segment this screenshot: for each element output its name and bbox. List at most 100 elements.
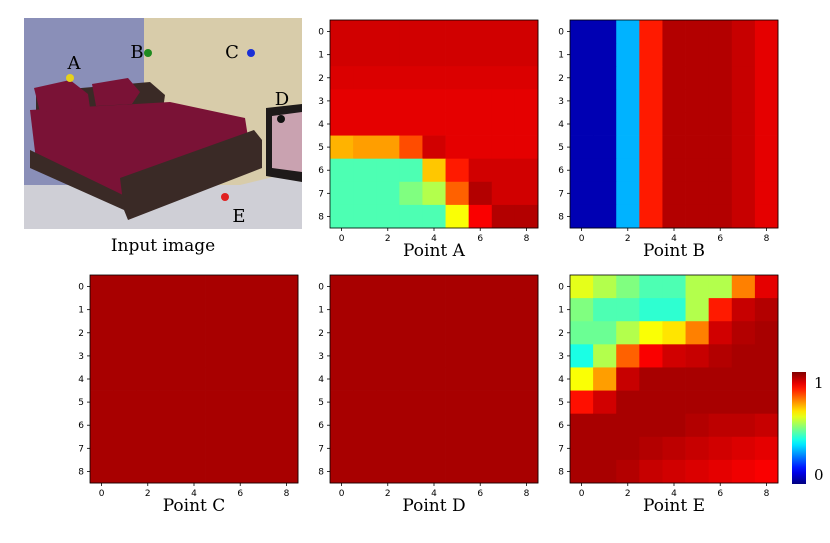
heatmap-cell bbox=[570, 298, 594, 322]
heatmap-cell bbox=[616, 66, 640, 90]
heatmap-cell bbox=[90, 321, 114, 345]
heatmap-cell bbox=[468, 158, 493, 183]
heatmap-cell bbox=[754, 436, 779, 461]
heatmap-cell bbox=[514, 275, 539, 299]
heatmap-cell bbox=[422, 275, 446, 299]
heatmap-cell bbox=[639, 204, 663, 229]
heatmap-cell bbox=[662, 158, 686, 183]
heatmap-cell bbox=[639, 459, 663, 484]
x-tick-label: 8 bbox=[764, 489, 770, 499]
input-image-caption: Input image bbox=[110, 236, 216, 256]
heatmap-cell bbox=[399, 181, 423, 206]
heatmap-cell bbox=[468, 181, 493, 206]
heatmap-cell bbox=[491, 436, 516, 461]
heatmap-cell bbox=[330, 158, 354, 183]
point-c-label: C bbox=[225, 42, 239, 63]
heatmap-cell bbox=[754, 158, 779, 183]
heatmap-cell bbox=[593, 436, 617, 461]
heatmap-cell bbox=[708, 135, 733, 160]
heatmap-cell bbox=[182, 413, 206, 438]
heatmap-cell bbox=[491, 66, 516, 90]
heatmap-cell bbox=[376, 459, 400, 484]
heatmap-cell bbox=[639, 413, 663, 438]
heatmap-cell bbox=[330, 298, 354, 322]
heatmap-cell bbox=[353, 298, 377, 322]
heatmap-cell bbox=[708, 367, 733, 391]
heatmap-cell bbox=[159, 436, 183, 461]
y-tick-label: 1 bbox=[318, 306, 324, 316]
x-tick-label: 2 bbox=[385, 234, 391, 244]
y-tick-label: 4 bbox=[558, 375, 564, 385]
heatmap-cell bbox=[708, 66, 733, 90]
heatmap-cell bbox=[685, 204, 710, 229]
heatmap-cell bbox=[731, 436, 756, 461]
heatmap-cell bbox=[570, 204, 594, 229]
heatmap-cell bbox=[754, 20, 779, 44]
heatmap-cell bbox=[662, 321, 686, 345]
point-a-heatmap: 0 1 2 3 4 5 6 7 8 0 2 4 6 8 bbox=[318, 19, 539, 244]
heatmap-cell bbox=[662, 20, 686, 44]
y-tick-label: 0 bbox=[318, 283, 324, 293]
heatmap-cell bbox=[422, 413, 446, 438]
heatmap-cell bbox=[570, 181, 594, 206]
y-tick-label: 5 bbox=[558, 398, 564, 408]
heatmap-cell bbox=[685, 112, 710, 136]
heatmap-cell bbox=[399, 112, 423, 136]
x-tick-label: 0 bbox=[99, 489, 105, 499]
heatmap-cell bbox=[422, 66, 446, 90]
heatmap-cell bbox=[685, 158, 710, 183]
heatmap-cell bbox=[616, 89, 640, 113]
x-tick-label: 4 bbox=[191, 489, 197, 499]
heatmap-cell bbox=[353, 321, 377, 345]
x-tick-label: 4 bbox=[431, 489, 437, 499]
heatmap-cell bbox=[616, 158, 640, 183]
heatmap-cell bbox=[639, 112, 663, 136]
heatmap-cell bbox=[468, 20, 493, 44]
y-tick-label: 0 bbox=[558, 283, 564, 293]
heatmap-cell bbox=[685, 20, 710, 44]
heatmap-cell bbox=[353, 413, 377, 438]
heatmap-cell bbox=[274, 275, 299, 299]
heatmap-cell bbox=[491, 43, 516, 67]
heatmap-cell bbox=[468, 112, 493, 136]
heatmap-cell bbox=[159, 367, 183, 391]
heatmap-cell bbox=[422, 298, 446, 322]
heatmap-cell bbox=[90, 344, 114, 368]
heatmap-cell bbox=[754, 181, 779, 206]
heatmap-cell bbox=[228, 413, 253, 438]
x-tick-label: 8 bbox=[764, 234, 770, 244]
heatmap-cell bbox=[468, 321, 493, 345]
heatmap-cell bbox=[228, 390, 253, 415]
heatmap-cell bbox=[708, 181, 733, 206]
heatmap-cell bbox=[353, 459, 377, 484]
heatmap-cell bbox=[708, 43, 733, 67]
heatmap-cell bbox=[113, 413, 137, 438]
heatmap-cell bbox=[514, 390, 539, 415]
x-tick-label: 6 bbox=[717, 489, 723, 499]
heatmap-cell bbox=[731, 112, 756, 136]
heatmap-cell bbox=[514, 89, 539, 113]
heatmap-cell bbox=[639, 436, 663, 461]
heatmap-cell bbox=[228, 367, 253, 391]
heatmap-cell bbox=[708, 459, 733, 484]
heatmap-cell bbox=[376, 298, 400, 322]
heatmap-cell bbox=[731, 20, 756, 44]
colorbar: 10 bbox=[792, 372, 824, 484]
heatmap-cell bbox=[376, 436, 400, 461]
y-tick-label: 3 bbox=[558, 352, 564, 362]
heatmap-cell bbox=[570, 367, 594, 391]
heatmap-cell bbox=[330, 436, 354, 461]
heatmap-cell bbox=[754, 66, 779, 90]
heatmap-cell bbox=[514, 204, 539, 229]
heatmap-cell bbox=[90, 275, 114, 299]
heatmap-cell bbox=[708, 413, 733, 438]
heatmap-cell bbox=[136, 436, 160, 461]
heatmap-cell bbox=[708, 275, 733, 299]
heatmap-cell bbox=[616, 298, 640, 322]
heatmap-cell bbox=[514, 344, 539, 368]
y-tick-label: 8 bbox=[78, 467, 84, 477]
heatmap-cell bbox=[376, 112, 400, 136]
heatmap-cell bbox=[330, 20, 354, 44]
point-d-caption: Point D bbox=[402, 496, 466, 516]
heatmap-cell bbox=[251, 321, 276, 345]
